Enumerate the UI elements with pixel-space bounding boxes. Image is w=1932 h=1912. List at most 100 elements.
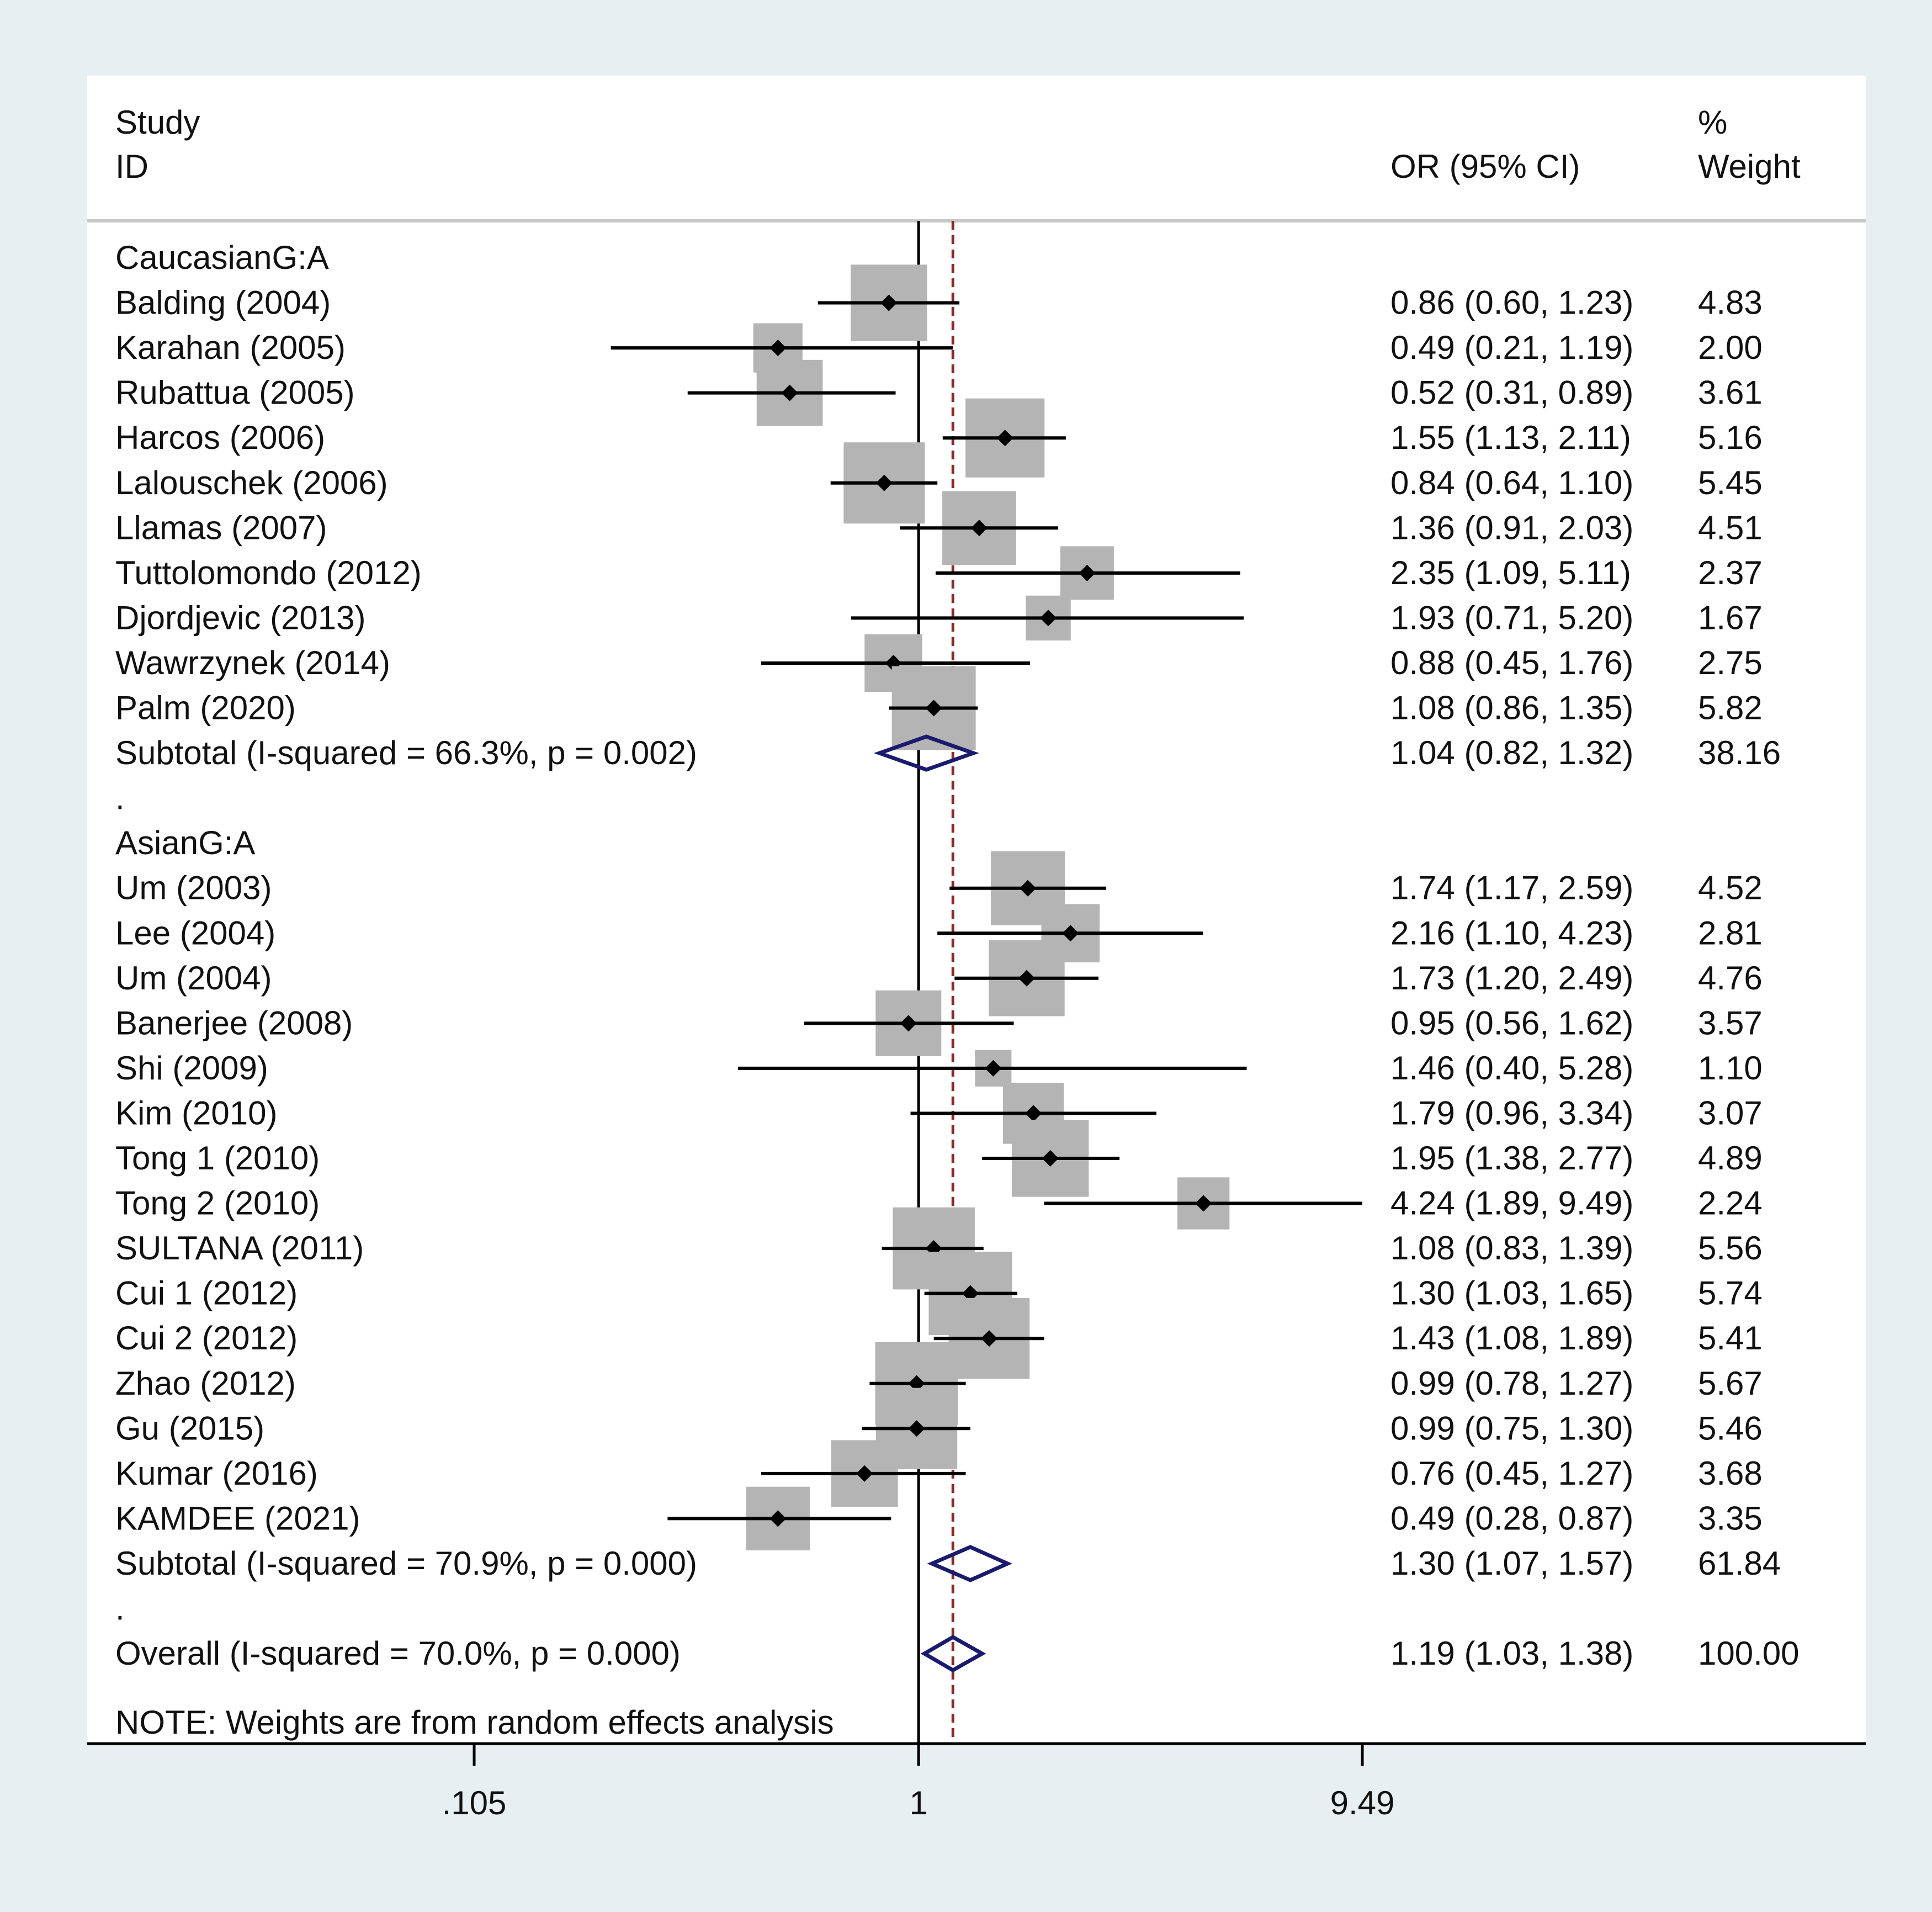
spacer-label: . — [115, 1590, 125, 1627]
study-row: Um (2004) 1.73 (1.20, 2.49) 4.76 — [115, 940, 1763, 1016]
point-estimate — [925, 700, 942, 717]
study-label: Karahan (2005) — [115, 329, 346, 366]
study-label: Palm (2020) — [115, 690, 296, 727]
group-row: AsianG:A — [115, 824, 255, 861]
study-label: Llamas (2007) — [115, 509, 327, 546]
point-estimate — [769, 1510, 787, 1527]
point-estimate — [1018, 970, 1035, 987]
weight-text: 5.41 — [1698, 1320, 1763, 1357]
or-ci-text: 1.04 (0.82, 1.32) — [1390, 734, 1633, 771]
or-ci-text: 1.08 (0.86, 1.35) — [1390, 690, 1633, 727]
study-row: Kumar (2016) 0.76 (0.45, 1.27) 3.68 — [115, 1440, 1763, 1507]
weight-text: 5.74 — [1698, 1275, 1763, 1312]
point-estimate — [1079, 564, 1096, 581]
weight-text: 2.81 — [1698, 914, 1763, 951]
weight-text: 100.00 — [1698, 1635, 1800, 1672]
spacer-row: . — [115, 780, 125, 817]
or-ci-text: 1.93 (0.71, 5.20) — [1390, 599, 1633, 636]
or-ci-text: 0.99 (0.75, 1.30) — [1390, 1410, 1633, 1447]
point-estimate — [1042, 1150, 1059, 1167]
study-label: Wawrzynek (2014) — [115, 644, 390, 681]
subtotal-row: Subtotal (I-squared = 66.3%, p = 0.002) 1… — [115, 734, 1781, 772]
study-row: Cui 2 (2012) 1.43 (1.08, 1.89) 5.41 — [115, 1297, 1763, 1379]
point-estimate — [875, 474, 893, 491]
weight-text: 3.68 — [1698, 1455, 1763, 1492]
study-row: Lee (2004) 2.16 (1.10, 4.23) 2.81 — [115, 904, 1763, 963]
weight-text: 5.56 — [1698, 1230, 1763, 1267]
study-row: Um (2003) 1.74 (1.17, 2.59) 4.52 — [115, 851, 1763, 925]
study-label: Lalouschek (2006) — [115, 464, 388, 501]
study-label: Um (2003) — [115, 870, 272, 907]
or-ci-text: 1.19 (1.03, 1.38) — [1390, 1635, 1633, 1672]
study-label: KAMDEE (2021) — [115, 1500, 360, 1537]
weight-text: 4.83 — [1698, 284, 1763, 321]
weight-text: 5.67 — [1698, 1365, 1763, 1402]
study-label: Lee (2004) — [115, 914, 275, 951]
study-label: Tuttolomondo (2012) — [115, 554, 422, 591]
or-ci-text: 0.84 (0.64, 1.10) — [1390, 464, 1633, 501]
or-ci-text: 1.73 (1.20, 2.49) — [1390, 960, 1633, 997]
point-estimate — [1040, 610, 1057, 627]
or-ci-text: 2.16 (1.10, 4.23) — [1390, 914, 1633, 951]
or-ci-text: 1.08 (0.83, 1.39) — [1390, 1230, 1633, 1267]
header: Study ID OR (95% CI) % Weight — [115, 104, 1801, 185]
weight-text: 2.37 — [1698, 554, 1763, 591]
point-estimate — [781, 384, 798, 401]
study-row: Wawrzynek (2014) 0.88 (0.45, 1.76) 2.75 — [115, 634, 1763, 692]
study-row: Tong 1 (2010) 1.95 (1.38, 2.77) 4.89 — [115, 1120, 1763, 1197]
study-row: Balding (2004) 0.86 (0.60, 1.23) 4.83 — [115, 264, 1763, 341]
overall-row: Overall (I-squared = 70.0%, p = 0.000) 1.… — [115, 1635, 1800, 1673]
header-percent: % — [1698, 104, 1727, 141]
study-row: Rubattua (2005) 0.52 (0.31, 0.89) 3.61 — [115, 359, 1763, 426]
point-estimate — [769, 340, 787, 357]
study-row: Shi (2009) 1.46 (0.40, 5.28) 1.10 — [115, 1050, 1763, 1087]
point-estimate — [908, 1420, 925, 1437]
or-ci-text: 1.30 (1.03, 1.65) — [1390, 1275, 1633, 1312]
or-ci-text: 1.30 (1.07, 1.57) — [1390, 1545, 1633, 1582]
or-ci-text: 0.49 (0.28, 0.87) — [1390, 1500, 1633, 1537]
study-label: Gu (2015) — [115, 1410, 264, 1447]
point-estimate — [980, 1330, 997, 1347]
study-label: Kumar (2016) — [115, 1455, 318, 1492]
header-or-ci: OR (95% CI) — [1390, 148, 1580, 185]
point-estimate — [1062, 925, 1079, 942]
study-row: Banerjee (2008) 0.95 (0.56, 1.62) 3.57 — [115, 990, 1763, 1056]
weight-text: 4.76 — [1698, 960, 1763, 997]
point-estimate — [1195, 1195, 1212, 1212]
study-label: Zhao (2012) — [115, 1365, 296, 1402]
study-label: Harcos (2006) — [115, 419, 325, 456]
weight-text: 5.82 — [1698, 690, 1763, 727]
weight-text: 2.75 — [1698, 644, 1763, 681]
header-weight: Weight — [1698, 148, 1801, 185]
subtotal-row: Subtotal (I-squared = 70.9%, p = 0.000) 1… — [115, 1545, 1781, 1582]
or-ci-text: 0.49 (0.21, 1.19) — [1390, 329, 1633, 366]
overall-diamond — [920, 1635, 986, 1673]
study-row: Djordjevic (2013) 1.93 (0.71, 5.20) 1.67 — [115, 595, 1763, 641]
study-row: Llamas (2007) 1.36 (0.91, 2.03) 4.51 — [115, 491, 1763, 565]
study-row: KAMDEE (2021) 0.49 (0.28, 0.87) 3.35 — [115, 1486, 1763, 1551]
or-ci-text: 1.79 (0.96, 3.34) — [1390, 1094, 1633, 1131]
x-tick-label: .105 — [442, 1784, 507, 1821]
or-ci-text: 0.52 (0.31, 0.89) — [1390, 374, 1633, 411]
point-estimate — [880, 294, 898, 311]
study-label: Djordjevic (2013) — [115, 599, 366, 636]
or-ci-text: 0.88 (0.45, 1.76) — [1390, 644, 1633, 681]
study-label: Rubattua (2005) — [115, 374, 355, 411]
or-ci-text: 0.76 (0.45, 1.27) — [1390, 1455, 1633, 1492]
study-label: Tong 2 (2010) — [115, 1185, 320, 1222]
point-estimate — [1020, 880, 1037, 897]
weight-text: 3.57 — [1698, 1004, 1763, 1041]
study-label: Banerjee (2008) — [115, 1004, 353, 1041]
overall-label: Overall (I-squared = 70.0%, p = 0.000) — [115, 1635, 681, 1672]
spacer-label: . — [115, 780, 125, 817]
spacer-row: . — [115, 1590, 125, 1627]
point-estimate — [970, 520, 988, 537]
or-ci-text: 1.46 (0.40, 5.28) — [1390, 1050, 1633, 1087]
point-estimate — [908, 1375, 925, 1392]
header-study: Study — [115, 104, 200, 141]
weight-text: 61.84 — [1698, 1545, 1781, 1582]
point-estimate — [996, 430, 1013, 447]
point-estimate — [900, 1015, 917, 1032]
or-ci-text: 0.95 (0.56, 1.62) — [1390, 1004, 1633, 1041]
